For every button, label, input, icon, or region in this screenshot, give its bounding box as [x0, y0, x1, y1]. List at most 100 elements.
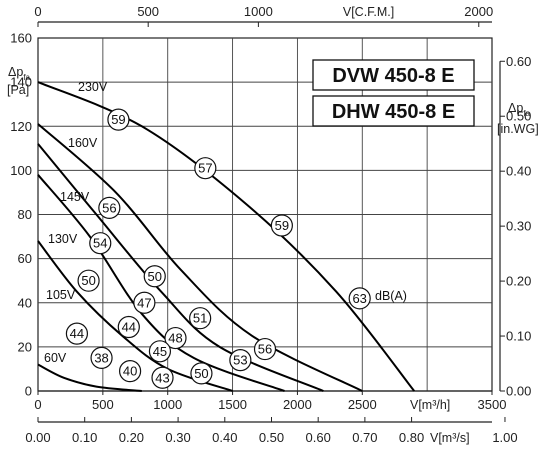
- left-axis-tick-label: 160: [10, 31, 32, 46]
- series-label-160v: 160V: [68, 136, 98, 150]
- noise-badge: 50: [143, 265, 166, 288]
- noise-badge-label: 43: [155, 370, 169, 385]
- noise-badge-label: 48: [168, 331, 182, 346]
- right-axis-tick-label: 0.10: [506, 329, 531, 344]
- top-axis-tick-label: 500: [137, 4, 159, 19]
- noise-badge: 50: [190, 362, 213, 385]
- left-axis-tick-label: 40: [18, 295, 32, 310]
- noise-badge-circle: [229, 349, 252, 372]
- bottom2-axis-tick-label: 0.50: [259, 430, 284, 445]
- left-axis-tick-label: 20: [18, 339, 32, 354]
- bottom-axis-tick-label: 1000: [153, 397, 182, 412]
- noise-badge: 56: [253, 337, 277, 361]
- noise-badge-label: 50: [148, 269, 162, 284]
- model-box-2: DHW 450-8 E: [312, 95, 475, 127]
- series-line-60v: [37, 363, 142, 392]
- left-axis-tick-label: 80: [18, 207, 32, 222]
- noise-badge-circle: [253, 337, 277, 361]
- noise-badge-circle: [189, 307, 212, 330]
- bottom2-axis-tick-label: 0.10: [72, 430, 97, 445]
- dba-annotation: dB(A): [375, 289, 407, 303]
- series-label-230v: 230V: [78, 80, 108, 94]
- left-axis-tick-label: 100: [10, 163, 32, 178]
- noise-badge-circle: [151, 366, 174, 389]
- noise-badge-label: 63: [352, 291, 366, 306]
- bottom-axis-tick-label: 2500: [348, 397, 377, 412]
- model-box-1: DVW 450-8 E: [312, 59, 475, 91]
- left-axis-tick-label: 0: [25, 384, 32, 399]
- noise-badge-circle: [89, 232, 112, 255]
- noise-badge-label: 47: [137, 295, 151, 310]
- top-axis-tick-label: 1000: [244, 4, 273, 19]
- bottom-axis-tick-label: 500: [92, 397, 114, 412]
- bottom-axis-tick-label: 3500: [478, 397, 507, 412]
- series-label-60v: 60V: [44, 351, 67, 365]
- model-box-frame: [312, 59, 475, 91]
- noise-badge-label: 56: [102, 200, 116, 215]
- series-label-105v: 105V: [46, 288, 76, 302]
- bottom2-axis-tick-label: 0.60: [306, 430, 331, 445]
- noise-badge-label: 59: [275, 218, 289, 233]
- noise-badge-label: 50: [81, 273, 95, 288]
- bottom2-axis-tick-label: 1.00: [492, 430, 517, 445]
- right-axis-tick-label: 0.20: [506, 274, 531, 289]
- right-axis-tick-label: 0.60: [506, 54, 531, 69]
- noise-badge: 44: [117, 315, 140, 339]
- noise-badge: 40: [118, 360, 142, 383]
- noise-badge-circle: [77, 269, 100, 292]
- bottom-axis-tick-label: 1500: [218, 397, 247, 412]
- right-axis-tick-label: 0.00: [506, 384, 531, 399]
- noise-badge-circle: [164, 326, 187, 350]
- noise-badge-circle: [98, 196, 121, 219]
- left-axis-tick-label: 140: [10, 75, 32, 90]
- top-axis-title: V[C.F.M.]: [343, 5, 394, 19]
- noise-badge-label: 38: [94, 350, 108, 365]
- noise-badge: 59: [270, 214, 293, 237]
- noise-badge-circle: [190, 362, 213, 385]
- left-axis-title-sub: fa: [23, 73, 30, 82]
- left-axis-tick-label: 120: [10, 119, 32, 134]
- bottom2-axis-title: V[m³/s]: [430, 431, 470, 445]
- right-axis-title-sub: fa: [523, 109, 530, 118]
- bottom2-axis-tick-label: 0.80: [399, 430, 424, 445]
- bottom2-axis-tick-label: 0.20: [119, 430, 144, 445]
- bottom-axis-title: V[m³/h]: [410, 398, 450, 412]
- noise-badge-label: 59: [111, 112, 125, 127]
- noise-badge: 44: [65, 322, 89, 345]
- noise-badge: 50: [77, 269, 100, 292]
- noise-badge-label: 51: [193, 311, 207, 326]
- right-axis-tick-label: 0.50: [506, 109, 531, 124]
- left-axis-unit: [Pa]: [7, 83, 29, 97]
- noise-badge-circle: [148, 340, 172, 363]
- noise-badge-label: 45: [153, 344, 167, 359]
- noise-badge: 54: [89, 232, 112, 255]
- noise-badge-circle: [348, 287, 371, 310]
- noise-badge-label: 53: [233, 353, 247, 368]
- top-axis-tick-label: 0: [34, 4, 41, 19]
- noise-badge-label: 56: [258, 342, 272, 357]
- bottom-axis-tick-label: 2000: [283, 397, 312, 412]
- right-axis-unit: [in.WG]: [497, 122, 539, 136]
- top-axis-tick-label: 2000: [464, 4, 493, 19]
- noise-badge-label: 44: [70, 326, 84, 341]
- noise-badge-label: 57: [198, 161, 212, 176]
- bottom-axis-tick-label: 0: [34, 397, 41, 412]
- noise-badge: 47: [133, 291, 156, 314]
- noise-badge-circle: [107, 108, 130, 131]
- noise-badge-circle: [117, 315, 140, 339]
- noise-badge-circle: [90, 346, 113, 370]
- right-axis-tick-label: 0.30: [506, 219, 531, 234]
- series-line-130v: [37, 174, 285, 392]
- left-axis-tick-label: 60: [18, 251, 32, 266]
- noise-badge-label: 40: [123, 364, 137, 379]
- noise-badge: 48: [164, 326, 187, 350]
- noise-badge-circle: [65, 322, 89, 345]
- noise-badge-circle: [143, 265, 166, 288]
- noise-badge: 56: [98, 196, 121, 219]
- noise-badge: 59: [107, 108, 130, 131]
- noise-badge: 57: [194, 157, 217, 180]
- bottom2-axis-tick-label: 0.00: [25, 430, 50, 445]
- model-name: DVW 450-8 E: [332, 65, 454, 87]
- model-box-frame: [312, 95, 475, 127]
